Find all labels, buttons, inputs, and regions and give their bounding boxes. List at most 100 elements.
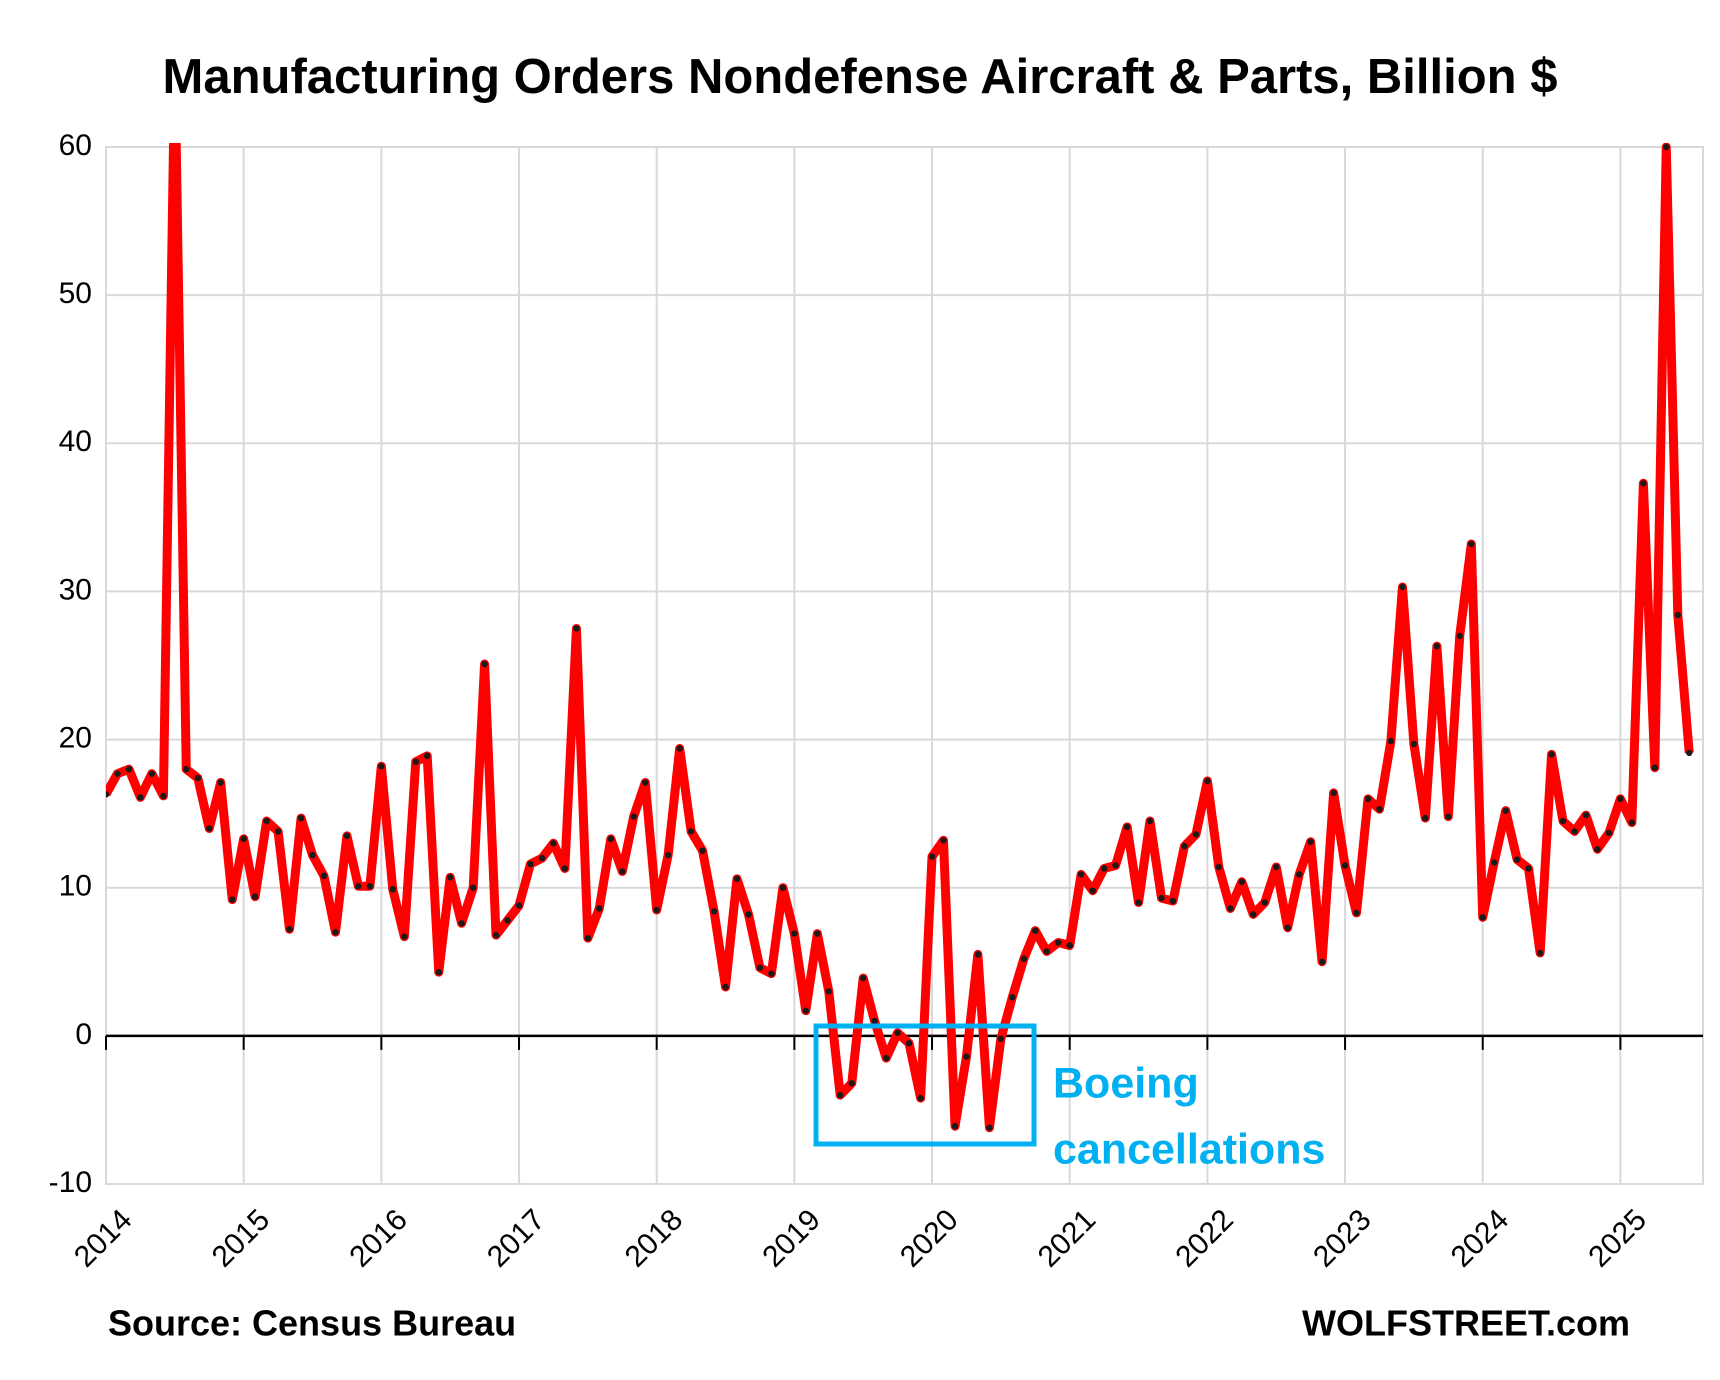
data-point (550, 840, 557, 847)
x-tick-label: 2022 (1169, 1203, 1240, 1274)
data-point (1227, 905, 1234, 912)
data-point (1422, 814, 1429, 822)
data-point (1284, 924, 1291, 931)
data-point (1273, 863, 1280, 871)
data-point (125, 766, 133, 773)
data-point (286, 925, 293, 933)
data-point (733, 875, 741, 883)
data-point (619, 868, 626, 875)
data-point (1364, 795, 1372, 803)
data-point (1238, 878, 1245, 885)
data-point (240, 835, 247, 843)
data-point (527, 860, 534, 868)
data-point (389, 885, 396, 893)
data-point (355, 883, 362, 890)
data-point (1192, 831, 1200, 838)
data-point (1112, 862, 1119, 869)
data-point (1559, 817, 1567, 825)
data-point (160, 792, 167, 800)
data-point (917, 1094, 924, 1102)
data-point (768, 970, 775, 977)
data-point (412, 758, 419, 765)
data-point (584, 934, 592, 942)
data-point (423, 752, 431, 760)
data-point (940, 837, 947, 844)
data-point (469, 884, 477, 891)
data-point (1640, 480, 1647, 487)
data-point (1158, 894, 1165, 902)
data-point (1020, 955, 1028, 963)
data-point (309, 851, 316, 859)
data-point (1055, 939, 1062, 946)
data-point (791, 930, 798, 937)
data-point (1456, 632, 1463, 640)
data-point (1135, 899, 1142, 906)
data-point (596, 905, 603, 912)
data-point (1490, 859, 1498, 866)
data-point (251, 893, 259, 900)
data-point (951, 1123, 959, 1130)
data-point (561, 865, 569, 872)
data-point (722, 983, 729, 991)
data-point (1123, 823, 1131, 831)
data-point (1387, 737, 1395, 745)
data-point (1502, 807, 1509, 814)
data-point (1525, 865, 1532, 872)
data-point (1582, 811, 1590, 819)
y-tick-label: 30 (59, 573, 92, 606)
data-point (332, 928, 339, 936)
data-point (871, 1017, 878, 1025)
plot-area (106, 143, 1694, 1133)
data-point (1296, 871, 1303, 878)
x-tick-label: 2024 (1445, 1203, 1516, 1274)
data-point (1032, 927, 1039, 934)
data-point (320, 872, 328, 880)
data-point (986, 1124, 993, 1131)
data-point (802, 1007, 809, 1014)
data-point (837, 1091, 844, 1099)
series-line (106, 143, 1694, 1133)
credit: WOLFSTREET.com (1302, 1303, 1630, 1344)
data-point (905, 1040, 913, 1047)
data-point (148, 770, 156, 777)
data-point (1433, 643, 1441, 650)
data-point (217, 779, 224, 786)
data-point (779, 884, 787, 891)
data-point (1318, 958, 1326, 965)
data-point (1594, 845, 1601, 853)
data-point (642, 779, 649, 786)
y-tick-label: 50 (59, 277, 92, 310)
x-tick-label: 2021 (1032, 1203, 1103, 1274)
y-tick-label: -10 (49, 1166, 92, 1199)
data-point (1169, 897, 1177, 905)
data-point (1410, 740, 1418, 748)
data-point (1479, 914, 1486, 921)
data-point (1399, 583, 1406, 591)
data-point (1261, 899, 1268, 906)
y-tick-label: 60 (59, 129, 92, 162)
data-point (1651, 764, 1659, 771)
data-point (974, 951, 982, 958)
data-point (825, 988, 832, 995)
data-point (274, 828, 282, 835)
x-tick-label: 2014 (68, 1203, 139, 1274)
data-point (183, 766, 190, 773)
data-point (664, 851, 672, 859)
data-point (1077, 871, 1085, 878)
x-tick-label: 2015 (206, 1203, 277, 1274)
data-point (114, 770, 121, 777)
data-point (538, 854, 546, 862)
annotation-text: cancellations (1053, 1125, 1325, 1173)
data-point (343, 832, 351, 840)
annotation-box (813, 1023, 1037, 1147)
data-point (1468, 540, 1475, 548)
data-point (928, 853, 936, 860)
source: Source: Census Bureau (108, 1303, 516, 1344)
data-point (206, 825, 213, 832)
data-point (1009, 994, 1016, 1001)
data-point (882, 1054, 890, 1062)
data-point (1376, 805, 1383, 813)
x-tick-label: 2016 (343, 1203, 414, 1274)
data-point (963, 1053, 970, 1060)
